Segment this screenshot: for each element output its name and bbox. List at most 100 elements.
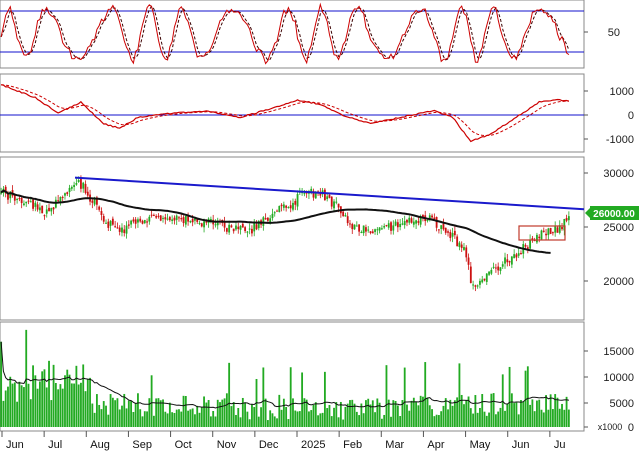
candle-body (558, 225, 561, 233)
volume-bar (57, 389, 60, 427)
volume-bar (289, 367, 292, 427)
volume-bar (34, 375, 37, 427)
volume-bar (29, 399, 32, 427)
candle-body (251, 228, 253, 234)
candle-body (360, 231, 363, 233)
volume-bar (70, 383, 73, 427)
volume-bar (408, 410, 411, 427)
volume-bar (456, 397, 459, 427)
candle-body (68, 187, 71, 193)
volume-bar (358, 415, 361, 427)
candle-body (171, 219, 174, 221)
candle-body (474, 285, 477, 287)
candle-body (116, 227, 119, 229)
candle-body (463, 247, 465, 250)
candle-body (232, 228, 235, 232)
candle-body (460, 244, 463, 248)
candle-body (506, 259, 509, 263)
candle-body (513, 254, 516, 259)
candle-body (494, 267, 497, 269)
volume-bar (551, 409, 554, 427)
candle-body (476, 285, 479, 287)
volume-bar (239, 417, 242, 427)
candle-body (367, 229, 370, 231)
month-label: Mar (385, 439, 404, 451)
candle-body (358, 224, 361, 232)
volume-bar (469, 408, 472, 427)
candle-body (13, 194, 16, 201)
candle-body (159, 215, 162, 221)
volume-bar (319, 413, 322, 427)
month-label: 2025 (301, 439, 325, 451)
candle-body (32, 199, 34, 209)
volume-bar (323, 371, 326, 427)
candle-body (70, 186, 73, 189)
last-price-tag-pointer (585, 208, 590, 218)
volume-bar (214, 416, 217, 427)
volume-bar (54, 382, 57, 427)
volume-bar (522, 401, 525, 427)
volume-bar (251, 404, 253, 427)
candle-body (431, 215, 433, 218)
volume-bar (321, 412, 324, 427)
volume-bar (494, 414, 497, 427)
candle-body (41, 205, 44, 214)
volume-bar (11, 383, 14, 427)
volume-tick-5000: 5000 (610, 398, 634, 410)
candle-body (180, 218, 183, 220)
candle-body (483, 278, 486, 281)
volume-bar (241, 397, 244, 427)
candle-body (435, 217, 438, 228)
month-label: Oct (175, 439, 192, 451)
volume-bar (415, 402, 418, 427)
candle-body (374, 229, 376, 232)
candle-body (554, 226, 557, 233)
candle-body (168, 217, 171, 221)
volume-bar (121, 405, 123, 427)
volume-bar (225, 393, 228, 427)
volume-bar (481, 394, 484, 427)
candle-body (75, 183, 78, 185)
candle-body (61, 196, 64, 198)
candle-body (401, 223, 404, 225)
volume-bar (182, 395, 185, 427)
price-tick-25000: 25000 (603, 222, 634, 234)
candle-body (189, 220, 192, 223)
volume-bar (346, 403, 349, 427)
candle-body (385, 225, 388, 227)
candle-body (403, 221, 406, 226)
volume-bar (337, 417, 340, 427)
candle-body (114, 226, 117, 228)
candle-body (426, 220, 429, 222)
volume-bar (52, 364, 55, 427)
volume-bar (353, 403, 356, 427)
volume-bar (542, 412, 545, 427)
candle-body (29, 201, 32, 203)
volume-bar (435, 414, 438, 427)
candle-body (198, 222, 201, 224)
volume-bar (273, 416, 276, 427)
candle-body (109, 220, 112, 226)
volume-bar (394, 401, 397, 427)
candle-body (223, 221, 226, 228)
candle-body (175, 215, 178, 220)
volume-bar (545, 395, 547, 427)
candle-body (451, 233, 454, 237)
volume-bar (294, 410, 297, 427)
volume-bar (453, 400, 456, 427)
volume-bar (561, 403, 563, 427)
candle-body (271, 213, 274, 219)
volume-bar (474, 395, 477, 427)
candle-body (415, 220, 418, 224)
volume-bar (330, 416, 333, 427)
volume-bar (171, 412, 174, 427)
candle-body (162, 217, 164, 219)
candle-body (191, 218, 194, 223)
stochastic-panel: 50 (0, 2, 620, 65)
volume-bar (401, 400, 404, 427)
volume-bar (164, 411, 167, 427)
volume-bar (111, 397, 114, 427)
volume-bar (490, 393, 493, 427)
candle-body (54, 199, 57, 208)
candle-body (314, 193, 317, 199)
